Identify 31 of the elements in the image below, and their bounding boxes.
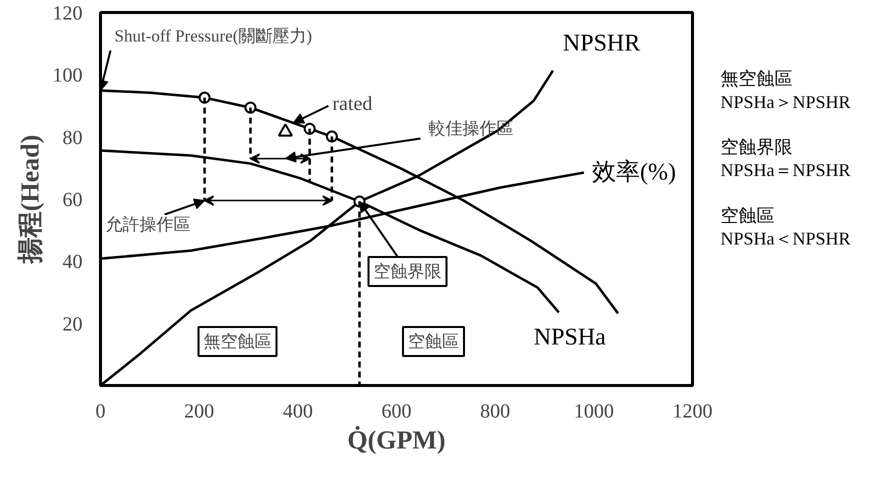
- x-tick-label: 1200: [672, 400, 712, 422]
- series-label: NPSHa: [534, 324, 606, 350]
- annotation: rated: [332, 92, 372, 115]
- y-tick-label: 60: [62, 189, 82, 211]
- y-axis-title: 揚程(Head): [16, 134, 44, 264]
- x-tick-label: 800: [480, 400, 510, 422]
- series-label: NPSHR: [562, 30, 640, 57]
- text: 空蝕區: [720, 205, 774, 226]
- text: 無空蝕區: [720, 68, 792, 89]
- text: 空蝕界限: [720, 136, 792, 157]
- y-tick-label: 100: [52, 64, 82, 87]
- x-tick-label: 400: [282, 400, 313, 422]
- y-tick-label: 20: [62, 313, 82, 336]
- x-tick-label: 1000: [574, 400, 614, 422]
- annotation: 允許操作區: [106, 215, 191, 234]
- x-tick-label: 0: [96, 400, 106, 422]
- y-tick-label: 40: [62, 251, 82, 274]
- text: NPSHa＜NPSHR: [720, 228, 851, 249]
- x-tick-label: 200: [184, 400, 214, 422]
- x-axis-title: Q̇(GPM): [347, 425, 446, 454]
- annotation: 空蝕區: [408, 332, 459, 351]
- series-label: 效率(%): [592, 158, 676, 186]
- annotation: 空蝕界限: [374, 262, 442, 281]
- annotation: 較佳操作區: [428, 119, 514, 138]
- text: NPSHa＞NPSHR: [720, 92, 851, 112]
- y-tick-label: 80: [62, 126, 82, 149]
- x-tick-label: 600: [382, 400, 412, 422]
- annotation: 無空蝕區: [204, 332, 272, 351]
- text: NPSHa＝NPSHR: [720, 160, 851, 180]
- annotation: Shut-off Pressure(關斷壓力): [114, 26, 312, 46]
- y-tick-label: 120: [52, 2, 82, 24]
